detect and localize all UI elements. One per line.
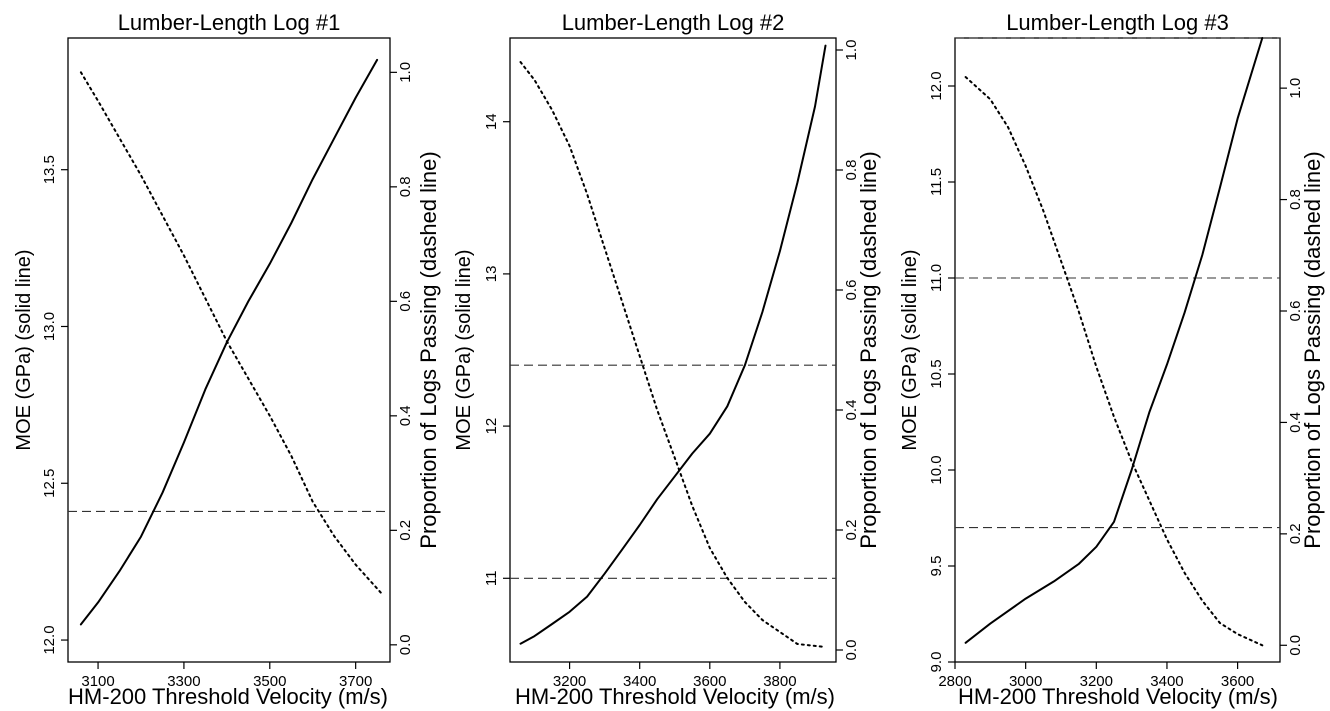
- y-left-axis-label: MOE (GPa) (solid line): [13, 249, 35, 450]
- y-left-tick-label: 13: [483, 266, 500, 283]
- x-axis-label: HM-200 Threshold Velocity (m/s): [515, 684, 835, 709]
- y-right-tick-label: 0.6: [397, 291, 414, 312]
- plot-frame: [67, 37, 391, 663]
- y-left-tick-label: 13.0: [41, 312, 58, 341]
- x-tick-label: 3200: [553, 673, 586, 690]
- y-right-tick-label: 0.4: [397, 405, 414, 426]
- y-right-tick-label: 0.0: [1287, 635, 1304, 656]
- x-tick-label: 3300: [167, 673, 200, 690]
- y-left-tick-label: 13.5: [41, 155, 58, 184]
- moe-solid-line: [79, 58, 379, 626]
- x-tick-label: 3400: [623, 673, 656, 690]
- y-left-tick-label: 11.0: [928, 264, 945, 292]
- proportion-dotted-line: [519, 61, 827, 648]
- moe-solid-line: [964, 37, 1264, 644]
- y-left-tick-label: 11: [483, 571, 500, 587]
- chart-title: Lumber-Length Log #2: [562, 10, 785, 35]
- y-left-axis-label: MOE (GPa) (solid line): [899, 249, 921, 450]
- y-right-tick-label: 0.0: [397, 634, 414, 655]
- x-tick-label: 3600: [1221, 673, 1254, 690]
- chart-title: Lumber-Length Log #1: [118, 10, 341, 35]
- y-right-axis-label: Proportion of Logs Passing (dashed line): [1300, 151, 1325, 548]
- y-left-tick-label: 10.5: [928, 359, 945, 388]
- y-right-tick-label: 1.0: [843, 40, 860, 61]
- x-tick-label: 3400: [1150, 673, 1183, 690]
- proportion-dotted-line: [964, 76, 1264, 647]
- y-left-tick-label: 9.0: [928, 652, 945, 673]
- x-axis-label: HM-200 Threshold Velocity (m/s): [68, 684, 388, 709]
- plot-frame: [509, 37, 837, 663]
- y-right-tick-label: 1.0: [397, 62, 414, 83]
- y-right-tick-label: 0.6: [843, 280, 860, 301]
- y-left-tick-label: 10.0: [928, 455, 945, 484]
- y-left-tick-label: 9.5: [928, 556, 945, 577]
- y-left-tick-label: 12.5: [41, 469, 58, 498]
- y-left-tick-label: 14: [483, 113, 500, 130]
- x-tick-label: 3600: [693, 673, 726, 690]
- chart-title: Lumber-Length Log #3: [1006, 10, 1229, 35]
- x-axis-label: HM-200 Threshold Velocity (m/s): [958, 684, 1278, 709]
- y-left-tick-label: 12.0: [928, 71, 945, 100]
- y-right-tick-label: 0.8: [397, 176, 414, 197]
- x-tick-label: 3500: [253, 673, 286, 690]
- y-left-axis-label: MOE (GPa) (solid line): [453, 249, 475, 450]
- x-tick-label: 2800: [938, 673, 971, 690]
- proportion-dotted-line: [79, 71, 383, 595]
- x-tick-label: 3800: [763, 673, 796, 690]
- y-right-tick-label: 0.8: [843, 160, 860, 181]
- y-right-tick-label: 0.2: [397, 520, 414, 541]
- moe-solid-line: [519, 44, 827, 645]
- chart-panel-2: Lumber-Length Log #2 3200 3400 3600 3800 11 12…: [453, 10, 881, 709]
- y-left-tick-label: 11.5: [928, 168, 945, 196]
- x-tick-label: 3700: [339, 673, 372, 690]
- y-right-tick-label: 0.0: [843, 640, 860, 661]
- chart-panel-1: Lumber-Length Log #1 3100 3300 3500 3700 12.0…: [13, 10, 441, 709]
- y-right-tick-label: 0.4: [843, 400, 860, 421]
- y-right-axis-label: Proportion of Logs Passing (dashed line): [856, 151, 881, 548]
- x-tick-label: 3100: [81, 673, 114, 690]
- y-right-tick-label: 1.0: [1287, 78, 1304, 99]
- y-right-tick-label: 0.8: [1287, 189, 1304, 210]
- y-right-axis-label: Proportion of Logs Passing (dashed line): [416, 151, 441, 548]
- x-tick-label: 3200: [1080, 673, 1113, 690]
- chart-panel-3: Lumber-Length Log #3 2800 3000 3200 3400 3600…: [899, 10, 1325, 709]
- y-right-tick-label: 0.2: [843, 520, 860, 541]
- y-left-tick-label: 12.0: [41, 625, 58, 654]
- y-right-tick-label: 0.2: [1287, 523, 1304, 544]
- x-tick-label: 3000: [1009, 673, 1042, 690]
- y-left-tick-label: 12: [483, 418, 500, 435]
- y-right-tick-label: 0.4: [1287, 412, 1304, 433]
- plot-frame: [954, 37, 1281, 663]
- y-right-tick-label: 0.6: [1287, 301, 1304, 322]
